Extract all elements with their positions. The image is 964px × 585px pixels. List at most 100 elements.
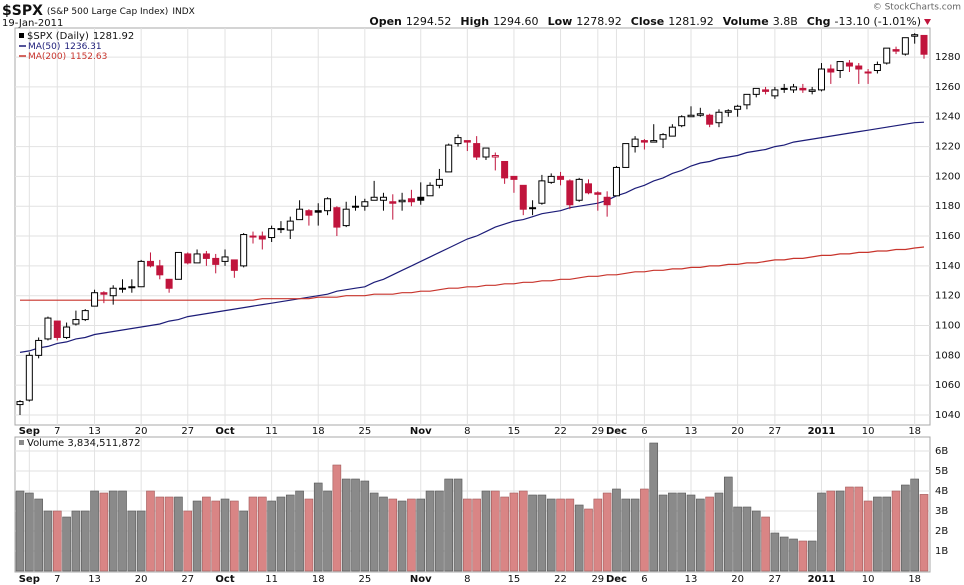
candle-body: [864, 71, 872, 74]
volume-bar: [742, 506, 752, 572]
legend-value: 1281.92: [93, 31, 134, 42]
x-tick-label: 7: [54, 426, 60, 437]
x-tick-label: 18: [312, 574, 325, 585]
down-arrow: [924, 19, 931, 25]
candle-body: [687, 114, 695, 118]
y-tick-label: 1080: [935, 350, 960, 361]
candle-body: [817, 68, 825, 91]
stat-label: Low: [548, 15, 573, 28]
candle-body: [892, 49, 900, 52]
candle-body: [165, 278, 173, 289]
volume-bar: [668, 492, 677, 572]
candle-body: [799, 87, 807, 91]
volume-bar: [62, 516, 71, 572]
candle-body: [342, 208, 350, 227]
volume-bar: [845, 486, 854, 572]
x-tick-label: 22: [554, 574, 567, 585]
candle-body: [128, 286, 136, 289]
volume-bar: [705, 496, 714, 572]
x-tick-label: 6: [641, 574, 647, 585]
volume-bar: [463, 498, 472, 572]
candle-body: [156, 265, 164, 276]
candle-body: [212, 257, 220, 265]
moving-average-line: [20, 246, 925, 301]
x-tick-label: 13: [685, 574, 698, 585]
candle-body: [771, 89, 779, 97]
candle-body: [286, 220, 294, 231]
index-name: (S&P 500 Large Cap Index): [47, 7, 168, 17]
x-tick-label: 27: [181, 574, 194, 585]
candle-body: [91, 292, 99, 307]
candle-body: [510, 175, 518, 180]
volume-bar: [71, 510, 81, 572]
volume-bar: [174, 496, 183, 572]
candle-body: [501, 160, 509, 179]
candle-body: [454, 137, 462, 145]
candle-body: [706, 114, 714, 125]
volume-bar: [565, 498, 575, 572]
volume-bar: [789, 538, 798, 572]
volume-bar: [500, 496, 509, 572]
volume-bar: [714, 492, 724, 572]
x-tick-label: 27: [769, 574, 782, 585]
candle-body: [16, 401, 24, 406]
candle-body: [901, 37, 909, 55]
volume-bar: [248, 496, 258, 572]
candle-body: [296, 208, 304, 221]
x-tick-label: 15: [508, 426, 521, 437]
y-tick-label: 1120: [935, 291, 960, 302]
volume-bar: [15, 490, 25, 572]
legend-name: $SPX (Daily): [27, 31, 89, 42]
volume-bar: [910, 478, 919, 572]
candle-body: [855, 65, 863, 70]
stat-value: 1281.92: [668, 15, 714, 28]
header-title: $SPX (S&P 500 Large Cap Index) INDX: [2, 3, 195, 19]
volume-bar: [537, 494, 547, 572]
y-tick-label: 1040: [935, 410, 960, 421]
volume-bar: [453, 478, 463, 572]
volume-bar: [425, 490, 435, 572]
candle-body: [137, 260, 145, 288]
x-tick-label: 8: [464, 426, 470, 437]
volume-bar: [34, 498, 43, 572]
legend-name: MA(200): [28, 52, 66, 62]
candle-body: [873, 64, 881, 72]
x-tick-label: Sep: [19, 574, 40, 585]
candle-body: [603, 196, 611, 206]
x-tick-label: 18: [908, 426, 921, 437]
candle-body: [407, 198, 415, 203]
copyright: © StockCharts.com: [873, 3, 961, 13]
x-tick-label: 20: [731, 426, 744, 437]
date: 19-Jan-2011: [2, 18, 63, 29]
x-tick-label: 15: [508, 574, 521, 585]
candle-body: [911, 34, 919, 37]
y-tick-label: 1220: [935, 142, 960, 153]
volume-bar: [155, 496, 165, 572]
volume-bar: [621, 498, 631, 572]
candle-body: [379, 196, 387, 201]
stat-value: 3.8B: [773, 15, 798, 28]
candle-body: [268, 228, 276, 239]
volume-bar: [108, 490, 118, 572]
candle-body: [538, 180, 546, 204]
candle-body: [790, 86, 798, 91]
candle-body: [883, 47, 891, 64]
stat-label: Close: [631, 15, 664, 28]
y-tick-label: 1100: [935, 321, 960, 332]
volume-bar: [779, 536, 789, 572]
volume-bar: [388, 498, 398, 572]
x-tick-label: 10: [862, 426, 875, 437]
volume-bar: [649, 442, 659, 572]
volume-bar: [891, 490, 901, 572]
candle-body: [146, 260, 154, 267]
candle-body: [780, 87, 788, 90]
candle-body: [920, 34, 928, 55]
volume-bar: [826, 490, 836, 572]
candle-body: [221, 256, 229, 262]
volume-bar: [127, 510, 137, 572]
symbol: $SPX: [2, 3, 43, 19]
x-tick-label: 18: [908, 574, 921, 585]
x-tick-label: 13: [88, 574, 101, 585]
candle-body: [324, 198, 332, 212]
